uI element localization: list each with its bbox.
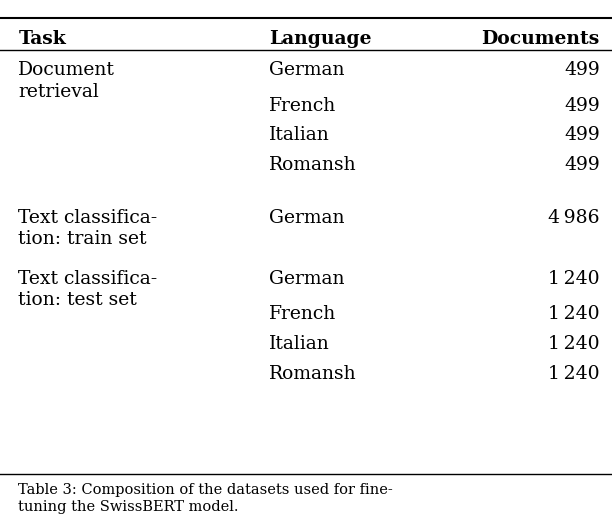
Text: 499: 499 (564, 156, 600, 174)
Text: Romansh: Romansh (269, 156, 357, 174)
Text: Text classifica-
tion: test set: Text classifica- tion: test set (18, 270, 158, 310)
Text: 499: 499 (564, 97, 600, 114)
Text: Romansh: Romansh (269, 365, 357, 383)
Text: 1 240: 1 240 (548, 305, 600, 323)
Text: 1 240: 1 240 (548, 335, 600, 353)
Text: Table 3: Composition of the datasets used for fine-
tuning the SwissBERT model.: Table 3: Composition of the datasets use… (18, 483, 393, 514)
Text: 4 986: 4 986 (548, 209, 600, 227)
Text: Language: Language (269, 30, 371, 48)
Text: Text classifica-
tion: train set: Text classifica- tion: train set (18, 209, 158, 248)
Text: 499: 499 (564, 61, 600, 79)
Text: German: German (269, 209, 345, 227)
Text: Italian: Italian (269, 126, 330, 144)
Text: Task: Task (18, 30, 66, 48)
Text: French: French (269, 97, 337, 114)
Text: 1 240: 1 240 (548, 270, 600, 288)
Text: German: German (269, 61, 345, 79)
Text: French: French (269, 305, 337, 323)
Text: Document
retrieval: Document retrieval (18, 61, 115, 101)
Text: 499: 499 (564, 126, 600, 144)
Text: German: German (269, 270, 345, 288)
Text: 1 240: 1 240 (548, 365, 600, 383)
Text: Italian: Italian (269, 335, 330, 353)
Text: Documents: Documents (482, 30, 600, 48)
